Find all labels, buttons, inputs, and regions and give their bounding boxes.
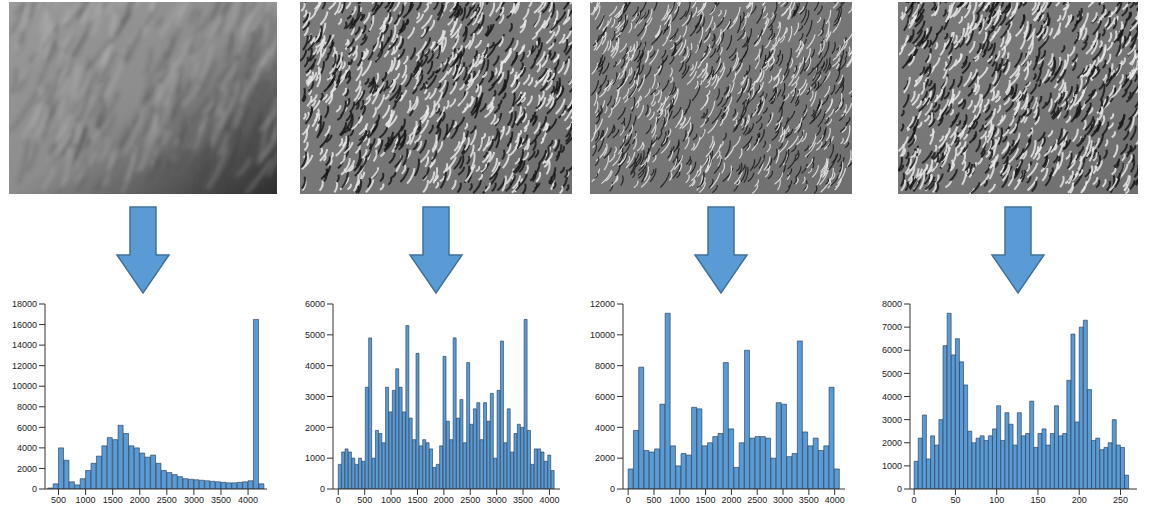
svg-text:0: 0 bbox=[897, 484, 902, 494]
svg-text:3500: 3500 bbox=[798, 495, 818, 505]
svg-text:10000: 10000 bbox=[11, 381, 36, 391]
svg-text:100: 100 bbox=[989, 495, 1004, 505]
svg-text:3000: 3000 bbox=[486, 495, 506, 505]
svg-text:250: 250 bbox=[1113, 495, 1128, 505]
svg-text:1500: 1500 bbox=[102, 495, 122, 505]
svg-text:500: 500 bbox=[357, 495, 372, 505]
svg-text:0: 0 bbox=[335, 495, 340, 505]
svg-text:3000: 3000 bbox=[304, 392, 324, 402]
svg-text:2000: 2000 bbox=[721, 495, 741, 505]
svg-text:1500: 1500 bbox=[407, 495, 427, 505]
svg-text:7000: 7000 bbox=[882, 322, 902, 332]
svg-text:6000: 6000 bbox=[882, 345, 902, 355]
svg-text:16000: 16000 bbox=[11, 320, 36, 330]
svg-text:10000: 10000 bbox=[589, 330, 614, 340]
svg-text:6000: 6000 bbox=[304, 299, 324, 309]
svg-text:2000: 2000 bbox=[304, 423, 324, 433]
svg-text:1000: 1000 bbox=[882, 461, 902, 471]
svg-text:0: 0 bbox=[31, 484, 36, 494]
svg-text:12000: 12000 bbox=[11, 361, 36, 371]
svg-text:4000: 4000 bbox=[16, 443, 36, 453]
svg-text:500: 500 bbox=[646, 495, 661, 505]
svg-text:1500: 1500 bbox=[695, 495, 715, 505]
svg-text:8000: 8000 bbox=[594, 361, 614, 371]
svg-text:3000: 3000 bbox=[773, 495, 793, 505]
svg-text:2000: 2000 bbox=[129, 495, 149, 505]
svg-text:3500: 3500 bbox=[513, 495, 533, 505]
svg-text:2000: 2000 bbox=[16, 464, 36, 474]
svg-text:4000: 4000 bbox=[824, 495, 844, 505]
svg-text:200: 200 bbox=[1072, 495, 1087, 505]
svg-text:4000: 4000 bbox=[304, 361, 324, 371]
svg-text:3000: 3000 bbox=[882, 415, 902, 425]
svg-text:0: 0 bbox=[625, 495, 630, 505]
svg-text:50: 50 bbox=[950, 495, 960, 505]
svg-text:8000: 8000 bbox=[16, 402, 36, 412]
svg-text:2000: 2000 bbox=[594, 453, 614, 463]
svg-text:12000: 12000 bbox=[589, 299, 614, 309]
svg-text:5000: 5000 bbox=[882, 369, 902, 379]
svg-text:8000: 8000 bbox=[882, 299, 902, 309]
svg-text:2500: 2500 bbox=[156, 495, 176, 505]
svg-text:3000: 3000 bbox=[183, 495, 203, 505]
svg-text:1000: 1000 bbox=[669, 495, 689, 505]
svg-text:4000: 4000 bbox=[594, 423, 614, 433]
svg-text:4000: 4000 bbox=[539, 495, 559, 505]
svg-text:0: 0 bbox=[319, 484, 324, 494]
svg-text:2500: 2500 bbox=[460, 495, 480, 505]
svg-text:1000: 1000 bbox=[75, 495, 95, 505]
svg-text:0: 0 bbox=[609, 484, 614, 494]
svg-text:6000: 6000 bbox=[594, 392, 614, 402]
svg-text:2000: 2000 bbox=[882, 438, 902, 448]
svg-text:5000: 5000 bbox=[304, 330, 324, 340]
svg-text:0: 0 bbox=[912, 495, 917, 505]
svg-text:4000: 4000 bbox=[238, 495, 258, 505]
svg-text:14000: 14000 bbox=[11, 340, 36, 350]
svg-text:4000: 4000 bbox=[882, 392, 902, 402]
svg-text:1000: 1000 bbox=[381, 495, 401, 505]
svg-text:2500: 2500 bbox=[747, 495, 767, 505]
svg-text:150: 150 bbox=[1030, 495, 1045, 505]
svg-text:3500: 3500 bbox=[210, 495, 230, 505]
svg-text:500: 500 bbox=[51, 495, 66, 505]
svg-text:18000: 18000 bbox=[11, 299, 36, 309]
svg-text:2000: 2000 bbox=[433, 495, 453, 505]
svg-text:6000: 6000 bbox=[16, 423, 36, 433]
svg-text:1000: 1000 bbox=[304, 453, 324, 463]
